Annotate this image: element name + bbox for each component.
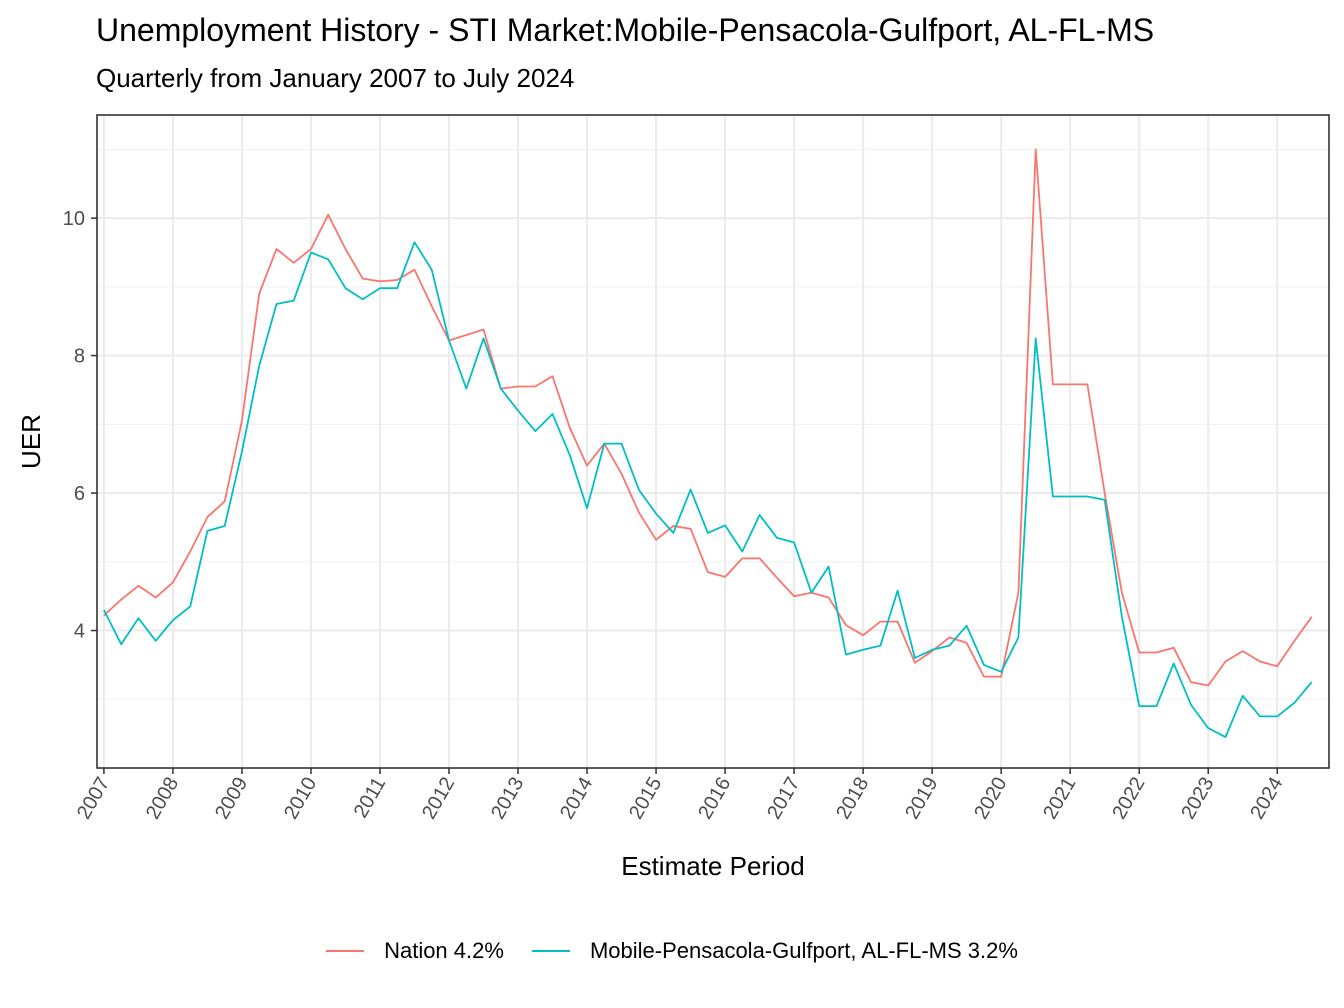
x-tick-label: 2024 — [1246, 774, 1287, 824]
x-axis-title: Estimate Period — [621, 851, 805, 881]
y-tick-label: 8 — [74, 346, 85, 368]
axes: 4 6 8 10 2007 2008 2009 2010 2011 2012 2013 2014 201… — [63, 208, 1288, 823]
y-tick-label: 6 — [74, 483, 85, 505]
x-tick-label: 2008 — [142, 774, 183, 824]
series-line-1 — [103, 241, 1313, 738]
chart-title: Unemployment History - STI Market:Mobile… — [96, 12, 1155, 48]
chart-subtitle: Quarterly from January 2007 to July 2024 — [96, 63, 575, 93]
series-line-0 — [103, 148, 1313, 687]
x-tick-label: 2009 — [211, 774, 252, 824]
x-tick-label: 2007 — [73, 774, 114, 824]
x-tick-label: 2018 — [832, 774, 873, 824]
x-tick-label: 2016 — [694, 774, 735, 824]
y-tick-label: 4 — [74, 621, 85, 643]
x-tick-label: 2010 — [280, 774, 321, 824]
legend: Nation 4.2% Mobile-Pensacola-Gulfport, A… — [0, 938, 1344, 964]
x-tick-label: 2022 — [1108, 774, 1149, 824]
x-tick-label: 2012 — [418, 774, 459, 824]
x-tick-label: 2015 — [625, 774, 666, 824]
legend-key-market — [531, 950, 570, 952]
x-tick-label: 2011 — [350, 774, 391, 822]
x-tick-label: 2013 — [487, 774, 528, 824]
x-tick-label: 2020 — [970, 774, 1011, 824]
x-tick-label: 2014 — [556, 774, 597, 824]
legend-label-nation: Nation 4.2% — [384, 938, 504, 963]
x-tick-label: 2017 — [763, 774, 804, 824]
legend-item-market: Mobile-Pensacola-Gulfport, AL-FL-MS 3.2% — [531, 938, 1018, 964]
legend-label-market: Mobile-Pensacola-Gulfport, AL-FL-MS 3.2% — [589, 938, 1018, 963]
y-axis-title: UER — [16, 414, 46, 469]
legend-item-nation: Nation 4.2% — [326, 938, 504, 964]
legend-key-nation — [326, 950, 365, 952]
series-lines — [103, 148, 1313, 738]
x-tick-label: 2023 — [1177, 774, 1218, 824]
plot-panel-border — [96, 114, 1330, 769]
y-tick-label: 10 — [63, 208, 85, 230]
grid-lines — [97, 115, 1329, 768]
x-tick-label: 2019 — [901, 774, 942, 824]
x-tick-label: 2021 — [1039, 774, 1080, 824]
